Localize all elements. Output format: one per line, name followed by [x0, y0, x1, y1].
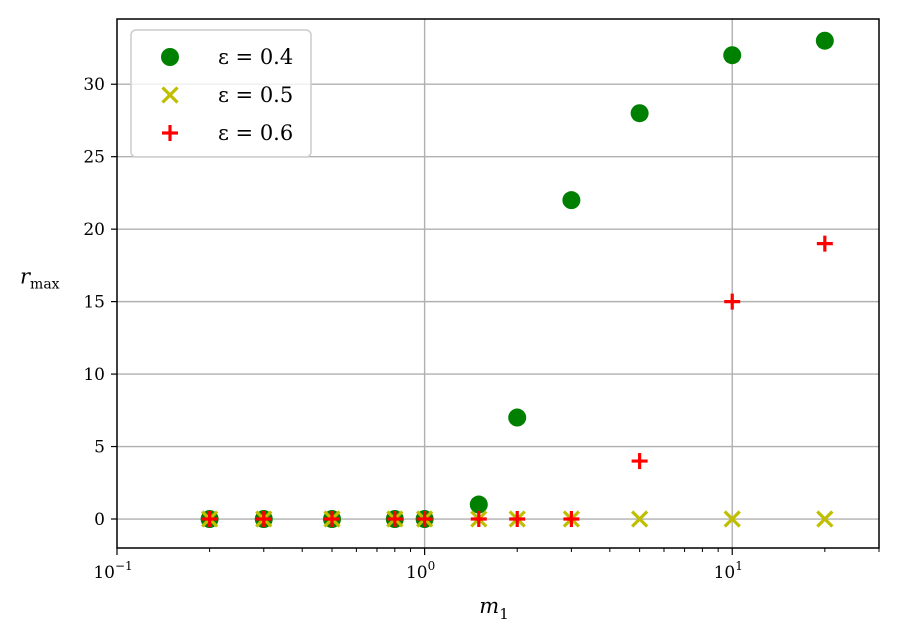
data-points	[200, 31, 834, 529]
x-stroke	[161, 86, 179, 104]
x-tick-label-base: 10	[93, 563, 115, 583]
grid	[117, 19, 879, 548]
legend-label: ε = 0.4	[218, 45, 293, 69]
data-point-x	[630, 510, 649, 528]
x-tick-label: 10−1	[93, 559, 132, 583]
legend-entry: ε = 0.5	[161, 83, 293, 107]
x-axis-label-sub: 1	[499, 605, 509, 623]
data-point-circle	[469, 495, 488, 514]
data-point-circle	[723, 46, 742, 65]
y-tick-label: 25	[83, 148, 105, 168]
plot-frame	[116, 18, 880, 549]
y-tick-label: 20	[83, 220, 105, 240]
x-tick-label: 100	[406, 559, 435, 583]
x-tick-label-base: 10	[714, 563, 736, 583]
x-axis-label-base: m	[479, 594, 499, 618]
legend-marker-x	[161, 86, 179, 104]
x-tick-label-exponent: 1	[735, 559, 743, 573]
x-stroke	[723, 510, 741, 528]
data-point-plus	[324, 511, 341, 528]
legend-label: ε = 0.6	[218, 121, 293, 145]
y-tick-label: 15	[83, 293, 105, 313]
x-tick-label-exponent: −1	[115, 559, 133, 573]
data-point-plus	[509, 511, 526, 528]
data-point-x	[723, 510, 741, 528]
data-point-plus	[563, 511, 580, 528]
data-point-plus	[201, 511, 218, 528]
y-tick-label: 30	[83, 75, 105, 95]
y-axis-label-sub: max	[30, 277, 60, 293]
x-tick-label-exponent: 0	[428, 559, 436, 573]
legend-marker-plus	[162, 125, 178, 141]
y-axis-label: rmax	[20, 265, 60, 293]
series-plus	[201, 235, 833, 528]
data-point-plus	[255, 511, 272, 528]
data-point-plus	[724, 293, 741, 310]
legend-entry: ε = 0.4	[161, 45, 293, 69]
y-tick-label: 5	[94, 438, 105, 458]
data-point-plus	[386, 511, 403, 528]
data-point-circle	[815, 31, 834, 50]
legend-entry: ε = 0.6	[162, 121, 293, 145]
data-point-plus	[416, 511, 433, 528]
x-axis-label: m1	[479, 594, 508, 623]
data-point-circle	[508, 408, 527, 427]
y-tick-label: 10	[83, 365, 105, 385]
data-point-plus	[816, 235, 833, 252]
legend: ε = 0.4 ε = 0.5 ε = 0.6	[130, 29, 312, 158]
y-tick-label: 0	[94, 510, 105, 530]
y-axis-label-base: r	[20, 265, 32, 289]
x-stroke	[816, 510, 834, 528]
data-point-plus	[470, 511, 487, 528]
legend-marker-circle	[161, 48, 179, 66]
x-stroke	[630, 510, 649, 528]
legend-label: ε = 0.5	[218, 83, 293, 107]
data-point-circle	[630, 104, 649, 123]
data-point-plus	[631, 453, 648, 470]
data-point-x	[816, 510, 834, 528]
data-point-circle	[562, 191, 581, 210]
x-tick-label-base: 10	[406, 563, 428, 583]
x-tick-label: 101	[714, 559, 743, 583]
